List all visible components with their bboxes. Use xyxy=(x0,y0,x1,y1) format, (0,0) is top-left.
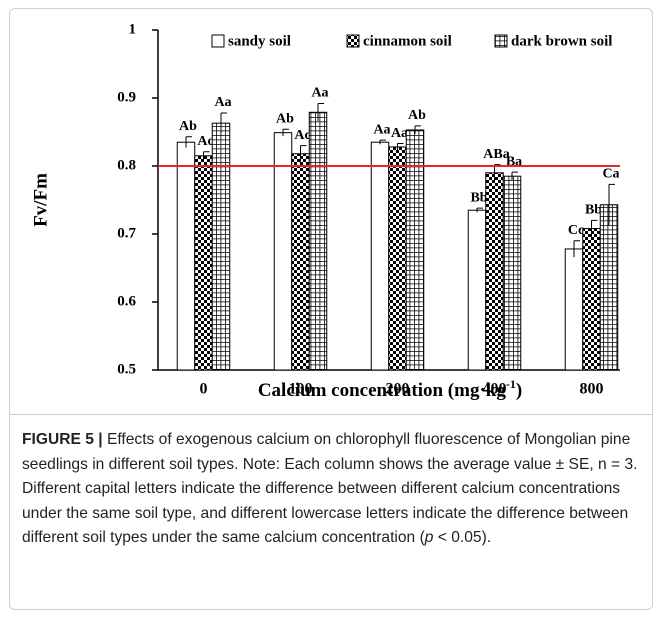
y-tick-label: 0.9 xyxy=(117,89,136,105)
bar-label: Aa xyxy=(391,126,408,141)
bar-label: Cc xyxy=(568,223,584,238)
y-tick-label: 0.8 xyxy=(117,157,136,173)
error-bar xyxy=(379,139,386,145)
caption-italic: p xyxy=(424,529,434,546)
y-tick-label: 0.7 xyxy=(117,225,136,241)
error-bar xyxy=(282,128,289,137)
caption-label: FIGURE 5 | xyxy=(22,431,103,448)
bar xyxy=(388,146,407,371)
bar-label: Ab xyxy=(276,111,294,126)
error-bar xyxy=(203,151,210,160)
bar-label: Aa xyxy=(214,95,231,110)
x-axis-label-text: Calcium concentration (mg·kg xyxy=(258,380,507,401)
bar-label: Ab xyxy=(179,119,197,134)
bar-label: Ac xyxy=(294,128,310,143)
error-bar xyxy=(317,102,324,122)
bar xyxy=(599,204,619,371)
y-tick-label: 1 xyxy=(129,21,137,37)
bar xyxy=(502,175,522,371)
bar xyxy=(176,141,196,371)
bar xyxy=(273,132,293,371)
bar xyxy=(291,153,310,371)
x-tick-label: 0 xyxy=(200,381,208,398)
bar-label: Aa xyxy=(373,122,390,137)
error-bar xyxy=(608,183,615,226)
x-tick-label: 200 xyxy=(386,381,410,398)
y-tick-label: 0.6 xyxy=(117,293,136,309)
bar-label: ABa xyxy=(483,147,509,162)
y-axis-label: Fv/Fm xyxy=(30,173,51,227)
error-bar xyxy=(397,143,404,151)
bar-label: Ab xyxy=(408,108,426,123)
bar xyxy=(564,248,584,371)
divider xyxy=(10,414,652,415)
chart: Fv/Fm Calcium concentration (mg·kg-1) 0.… xyxy=(30,21,620,402)
bar xyxy=(308,111,328,371)
bar xyxy=(194,155,213,371)
x-tick-label: 800 xyxy=(580,381,604,398)
error-bar xyxy=(494,164,501,181)
caption: FIGURE 5 | Effects of exogenous calcium … xyxy=(22,428,644,551)
bar xyxy=(485,172,504,371)
legend-label: dark brown soil xyxy=(511,33,612,49)
error-bar xyxy=(220,112,227,134)
bar xyxy=(582,228,601,371)
x-axis-label-sup: -1 xyxy=(506,377,516,391)
bar-label: Bb xyxy=(470,190,487,205)
bar xyxy=(211,122,231,371)
legend-swatch xyxy=(494,34,508,48)
legend-swatch xyxy=(211,34,225,48)
caption-text: Effects of exogenous calcium on chloroph… xyxy=(22,431,638,546)
bar-label: Aa xyxy=(311,86,328,101)
x-tick-label: 100 xyxy=(289,381,313,398)
bar xyxy=(370,141,390,371)
caption-text: < 0.05). xyxy=(433,529,492,546)
error-bar xyxy=(185,136,192,148)
error-bar xyxy=(414,125,421,135)
figure-frame xyxy=(9,8,653,610)
x-tick-label: 400 xyxy=(483,381,507,398)
error-bar xyxy=(511,171,518,181)
error-bar xyxy=(573,240,580,258)
error-bar xyxy=(300,145,307,162)
legend-label: cinnamon soil xyxy=(363,33,452,49)
bar-label: Ba xyxy=(506,154,522,169)
legend-swatch xyxy=(346,34,360,48)
bar-label: Ac xyxy=(197,134,213,149)
x-axis-label: Calcium concentration (mg·kg-1) xyxy=(258,377,522,402)
bar-label: Ca xyxy=(602,167,619,182)
bar xyxy=(467,209,487,371)
y-tick-label: 0.5 xyxy=(117,361,136,377)
error-bar xyxy=(591,219,598,237)
x-axis-label-end: ) xyxy=(516,380,522,401)
error-bar xyxy=(476,207,483,213)
bar-label: Bb xyxy=(585,203,602,218)
legend-label: sandy soil xyxy=(228,33,291,49)
